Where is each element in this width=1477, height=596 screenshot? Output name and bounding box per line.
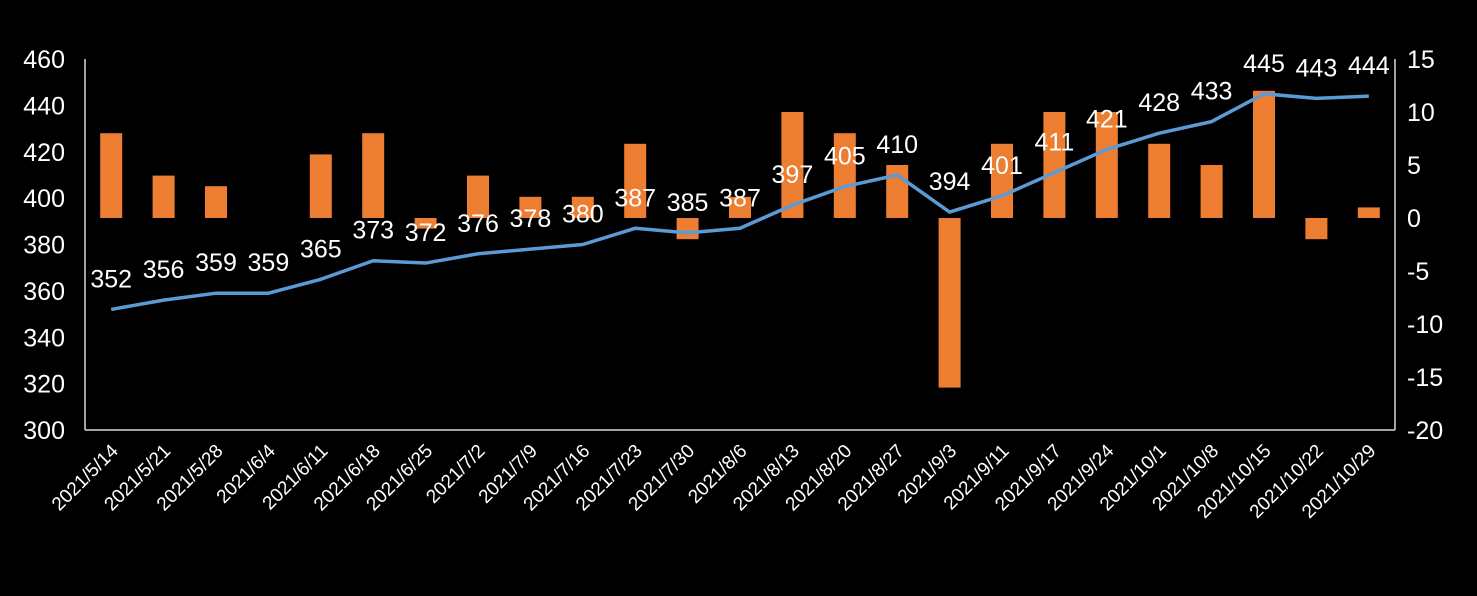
bar xyxy=(729,196,751,218)
bar xyxy=(1357,207,1380,218)
bar xyxy=(1200,165,1223,218)
bar xyxy=(519,196,542,218)
data-label: 397 xyxy=(772,161,814,189)
left-tick-label: 340 xyxy=(23,324,65,352)
data-label: 444 xyxy=(1348,52,1390,80)
bar xyxy=(781,112,804,218)
data-label: 433 xyxy=(1191,78,1233,106)
left-tick-label: 460 xyxy=(23,46,65,74)
bar xyxy=(886,165,909,218)
data-label: 421 xyxy=(1086,105,1128,133)
data-label: 445 xyxy=(1243,50,1285,78)
bar xyxy=(152,175,175,218)
bar xyxy=(676,218,699,240)
bar xyxy=(467,175,489,218)
bar xyxy=(100,133,123,218)
bar xyxy=(571,196,594,218)
data-label: 385 xyxy=(667,189,709,217)
left-tick-label: 420 xyxy=(23,139,65,167)
line-series xyxy=(110,92,1369,312)
bar xyxy=(1253,90,1275,218)
right-tick-label: 15 xyxy=(1407,46,1435,74)
data-label: 387 xyxy=(614,184,656,212)
data-label: 352 xyxy=(90,265,132,293)
left-tick-label: 440 xyxy=(23,92,65,120)
data-label: 376 xyxy=(457,210,499,238)
data-label: 428 xyxy=(1138,89,1180,117)
bar xyxy=(624,143,647,218)
left-tick-label: 360 xyxy=(23,278,65,306)
right-tick-label: -10 xyxy=(1407,311,1443,339)
left-tick-label: 400 xyxy=(23,185,65,213)
bar xyxy=(1043,112,1066,218)
data-label: 372 xyxy=(405,219,447,247)
bar xyxy=(205,186,227,218)
data-label: 410 xyxy=(876,131,918,159)
data-label: 356 xyxy=(143,256,185,284)
data-label: 387 xyxy=(719,184,761,212)
data-label: 359 xyxy=(248,249,290,277)
data-label: 378 xyxy=(510,205,552,233)
bar xyxy=(1305,218,1328,240)
bar xyxy=(991,143,1013,218)
bar xyxy=(938,218,961,388)
bar xyxy=(833,133,856,218)
right-tick-label: 0 xyxy=(1407,205,1421,233)
data-label: 365 xyxy=(300,235,342,263)
left-tick-label: 380 xyxy=(23,232,65,260)
bar xyxy=(309,154,332,218)
data-label: 373 xyxy=(352,217,394,245)
right-tick-label: 10 xyxy=(1407,99,1435,127)
data-label: 443 xyxy=(1296,54,1338,82)
bar xyxy=(1148,143,1171,218)
data-label: 405 xyxy=(824,143,866,171)
data-label: 380 xyxy=(562,201,604,229)
right-tick-label: 5 xyxy=(1407,152,1421,180)
bar xyxy=(362,133,385,218)
data-label: 359 xyxy=(195,249,237,277)
data-label: 394 xyxy=(929,168,971,196)
bar xyxy=(1095,112,1118,218)
left-tick-label: 320 xyxy=(23,371,65,399)
data-label: 401 xyxy=(981,152,1023,180)
data-label: 411 xyxy=(1034,129,1074,157)
left-tick-label: 300 xyxy=(23,417,65,445)
right-tick-label: -20 xyxy=(1407,417,1443,445)
right-tick-label: -5 xyxy=(1407,258,1429,286)
right-tick-label: -15 xyxy=(1407,364,1443,392)
bar xyxy=(414,218,437,229)
